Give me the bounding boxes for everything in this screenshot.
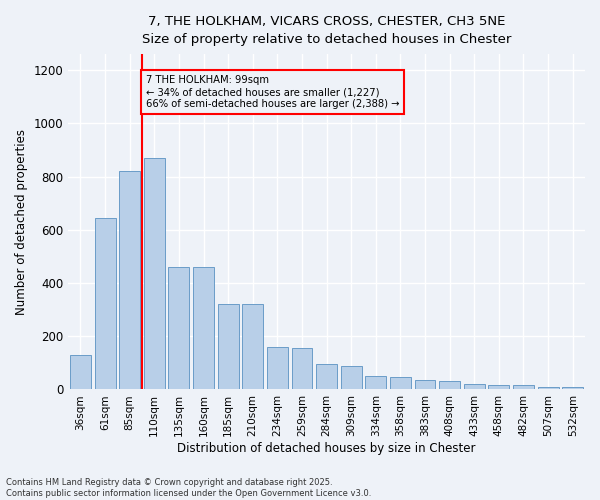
Bar — [415, 380, 436, 390]
Bar — [365, 376, 386, 390]
Bar — [70, 355, 91, 390]
Bar — [242, 304, 263, 390]
Title: 7, THE HOLKHAM, VICARS CROSS, CHESTER, CH3 5NE
Size of property relative to deta: 7, THE HOLKHAM, VICARS CROSS, CHESTER, C… — [142, 15, 511, 46]
Text: 7 THE HOLKHAM: 99sqm
← 34% of detached houses are smaller (1,227)
66% of semi-de: 7 THE HOLKHAM: 99sqm ← 34% of detached h… — [146, 76, 399, 108]
Bar — [267, 347, 288, 390]
Bar — [341, 366, 362, 390]
Bar — [488, 384, 509, 390]
Bar — [439, 382, 460, 390]
Bar — [513, 386, 534, 390]
Bar — [218, 304, 239, 390]
Bar — [144, 158, 165, 390]
Y-axis label: Number of detached properties: Number of detached properties — [15, 129, 28, 315]
Text: Contains HM Land Registry data © Crown copyright and database right 2025.
Contai: Contains HM Land Registry data © Crown c… — [6, 478, 371, 498]
Bar — [169, 267, 190, 390]
Bar — [562, 388, 583, 390]
Bar — [119, 171, 140, 390]
Bar — [193, 267, 214, 390]
Bar — [292, 348, 313, 390]
Bar — [538, 387, 559, 390]
Bar — [390, 376, 411, 390]
X-axis label: Distribution of detached houses by size in Chester: Distribution of detached houses by size … — [178, 442, 476, 455]
Bar — [95, 218, 116, 390]
Bar — [464, 384, 485, 390]
Bar — [316, 364, 337, 390]
